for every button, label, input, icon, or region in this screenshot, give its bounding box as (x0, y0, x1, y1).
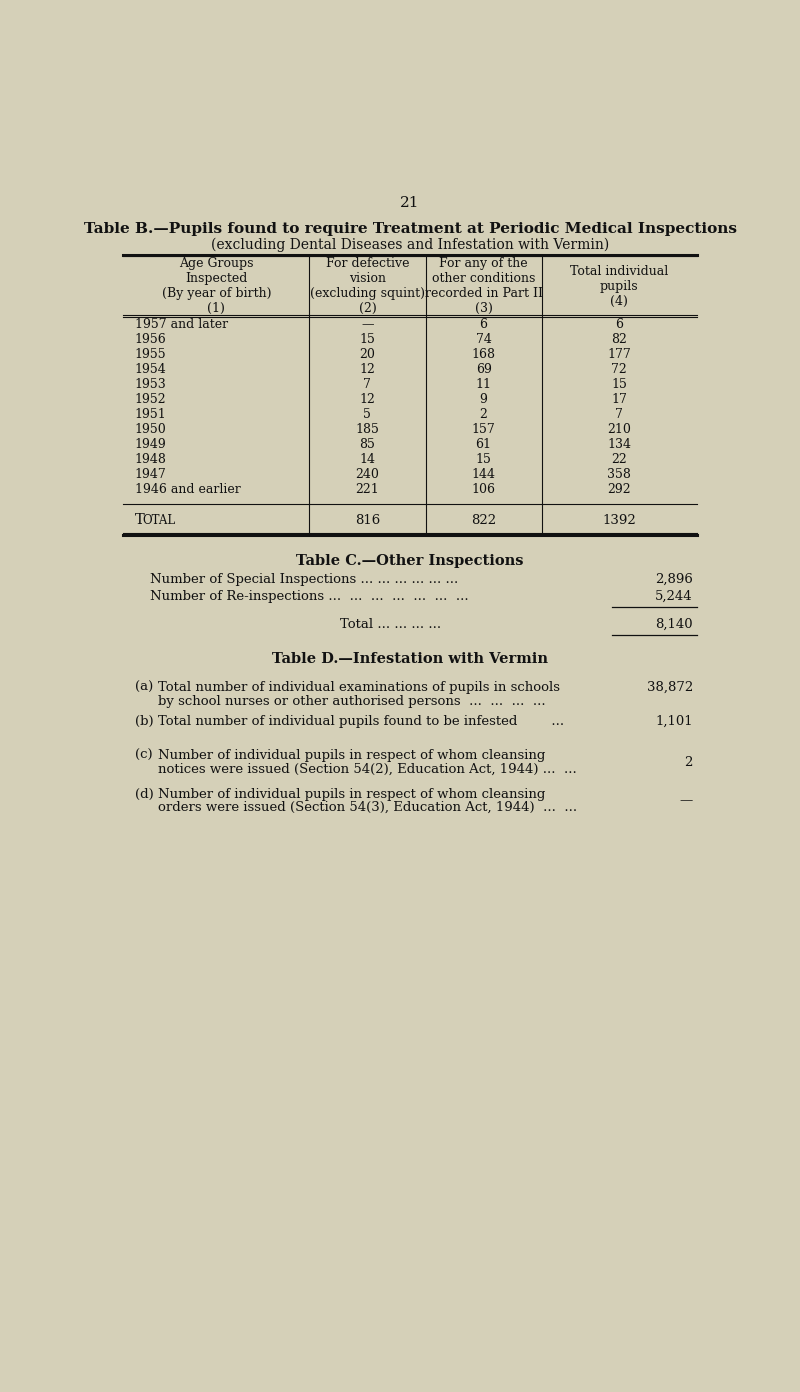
Text: 2: 2 (480, 408, 487, 422)
Text: Total number of individual pupils found to be infested        ...: Total number of individual pupils found … (158, 715, 564, 728)
Text: 1392: 1392 (602, 514, 636, 526)
Text: Number of Special Inspections ... ... ... ... ... ...: Number of Special Inspections ... ... ..… (150, 572, 458, 586)
Text: For any of the
other conditions
recorded in Part II
(3): For any of the other conditions recorded… (425, 258, 542, 316)
Text: Age Groups
Inspected
(By year of birth)
(1): Age Groups Inspected (By year of birth) … (162, 258, 271, 316)
Text: 1948: 1948 (135, 454, 166, 466)
Text: 816: 816 (354, 514, 380, 526)
Text: Table B.—Pupils found to require Treatment at Periodic Medical Inspections: Table B.—Pupils found to require Treatme… (83, 223, 737, 237)
Text: by school nurses or other authorised persons  ...  ...  ...  ...: by school nurses or other authorised per… (158, 695, 546, 707)
Text: 20: 20 (359, 348, 375, 362)
Text: 221: 221 (355, 483, 379, 497)
Text: 69: 69 (476, 363, 491, 376)
Text: Number of individual pupils in respect of whom cleansing: Number of individual pupils in respect o… (158, 788, 546, 800)
Text: 1957 and later: 1957 and later (135, 319, 228, 331)
Text: 1946 and earlier: 1946 and earlier (135, 483, 241, 497)
Text: 1955: 1955 (135, 348, 166, 362)
Text: 157: 157 (472, 423, 495, 436)
Text: 1956: 1956 (135, 333, 166, 347)
Text: 134: 134 (607, 438, 631, 451)
Text: Total number of individual examinations of pupils in schools: Total number of individual examinations … (158, 682, 560, 695)
Text: (d): (d) (135, 788, 154, 800)
Text: Total individual
pupils
(4): Total individual pupils (4) (570, 264, 668, 308)
Text: 7: 7 (363, 379, 371, 391)
Text: —: — (680, 795, 693, 807)
Text: 177: 177 (607, 348, 631, 362)
Text: Total ... ... ... ...: Total ... ... ... ... (340, 618, 442, 631)
Text: 106: 106 (472, 483, 496, 497)
Text: Number of Re-inspections ...  ...  ...  ...  ...  ...  ...: Number of Re-inspections ... ... ... ...… (150, 590, 469, 603)
Text: 210: 210 (607, 423, 631, 436)
Text: 72: 72 (611, 363, 627, 376)
Text: For defective
vision
(excluding squint)
(2): For defective vision (excluding squint) … (310, 258, 425, 316)
Text: 1,101: 1,101 (655, 715, 693, 728)
Text: (excluding Dental Diseases and Infestation with Vermin): (excluding Dental Diseases and Infestati… (211, 238, 609, 252)
Text: 1949: 1949 (135, 438, 166, 451)
Text: Number of individual pupils in respect of whom cleansing: Number of individual pupils in respect o… (158, 749, 546, 763)
Text: 185: 185 (355, 423, 379, 436)
Text: 1953: 1953 (135, 379, 166, 391)
Text: 12: 12 (359, 394, 375, 406)
Text: 12: 12 (359, 363, 375, 376)
Text: 358: 358 (607, 468, 631, 482)
Text: 38,872: 38,872 (646, 681, 693, 695)
Text: —: — (361, 319, 374, 331)
Text: 168: 168 (472, 348, 496, 362)
Text: 1954: 1954 (135, 363, 166, 376)
Text: 11: 11 (476, 379, 492, 391)
Text: notices were issued (Section 54(2), Education Act, 1944) ...  ...: notices were issued (Section 54(2), Educ… (158, 763, 577, 775)
Text: 6: 6 (480, 319, 488, 331)
Text: 240: 240 (355, 468, 379, 482)
Text: 1951: 1951 (135, 408, 166, 422)
Text: 17: 17 (611, 394, 627, 406)
Text: 5,244: 5,244 (655, 590, 693, 603)
Text: 144: 144 (472, 468, 496, 482)
Text: (c): (c) (135, 749, 153, 763)
Text: 2: 2 (685, 756, 693, 768)
Text: 14: 14 (359, 454, 375, 466)
Text: orders were issued (Section 54(3), Education Act, 1944)  ...  ...: orders were issued (Section 54(3), Educa… (158, 800, 578, 814)
Text: OTAL: OTAL (142, 514, 176, 526)
Text: 1947: 1947 (135, 468, 166, 482)
Text: 1950: 1950 (135, 423, 166, 436)
Text: 85: 85 (359, 438, 375, 451)
Text: 61: 61 (476, 438, 492, 451)
Text: 21: 21 (400, 196, 420, 210)
Text: 22: 22 (611, 454, 627, 466)
Text: 82: 82 (611, 333, 627, 347)
Text: 292: 292 (607, 483, 631, 497)
Text: T: T (135, 514, 145, 528)
Text: 7: 7 (615, 408, 623, 422)
Text: 9: 9 (480, 394, 487, 406)
Text: 74: 74 (476, 333, 491, 347)
Text: 5: 5 (363, 408, 371, 422)
Text: 15: 15 (476, 454, 491, 466)
Text: 2,896: 2,896 (655, 572, 693, 586)
Text: 1952: 1952 (135, 394, 166, 406)
Text: 6: 6 (615, 319, 623, 331)
Text: 15: 15 (359, 333, 375, 347)
Text: 15: 15 (611, 379, 627, 391)
Text: 8,140: 8,140 (655, 618, 693, 631)
Text: 822: 822 (471, 514, 496, 526)
Text: (b): (b) (135, 715, 154, 728)
Text: Table D.—Infestation with Vermin: Table D.—Infestation with Vermin (272, 653, 548, 667)
Text: Table C.—Other Inspections: Table C.—Other Inspections (296, 554, 524, 568)
Text: (a): (a) (135, 682, 153, 695)
